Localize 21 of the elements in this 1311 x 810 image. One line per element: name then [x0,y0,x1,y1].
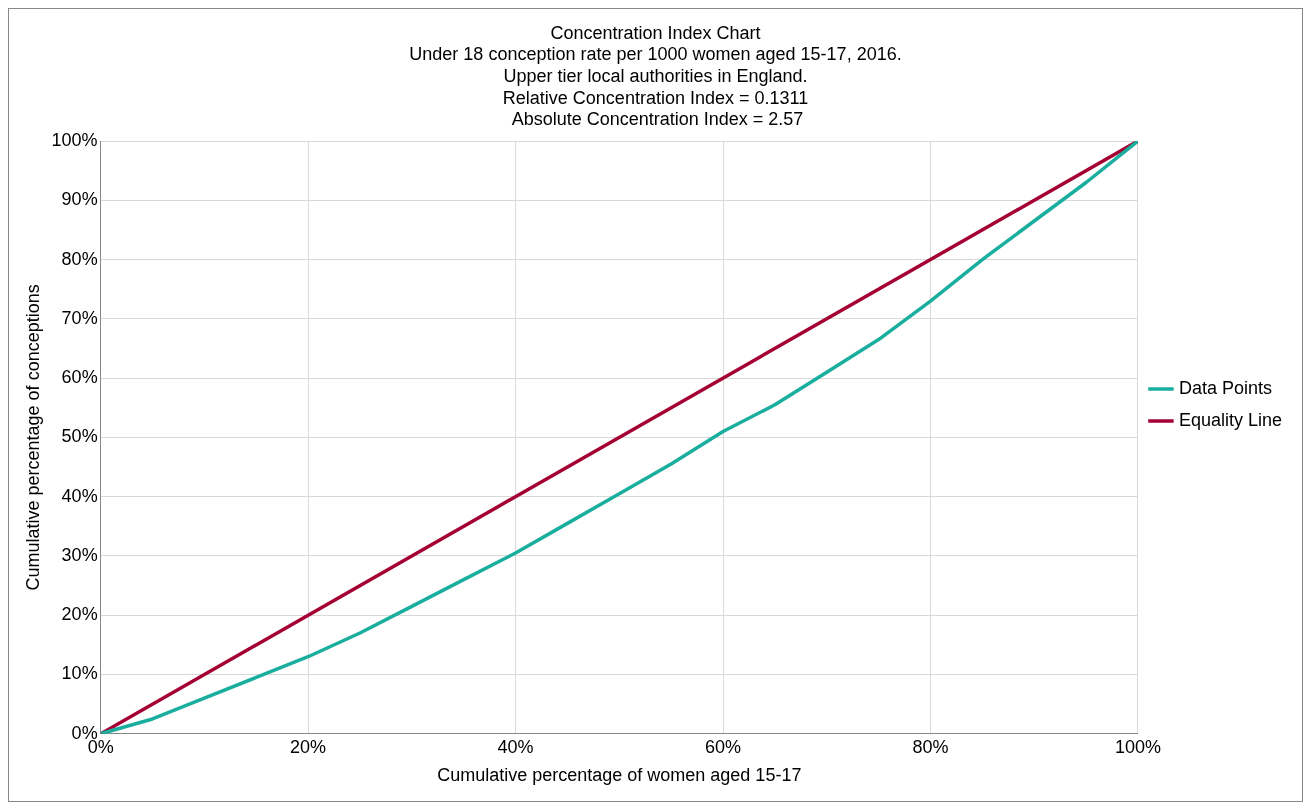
y-tick-label: 60% [61,367,98,388]
x-tick-label: 20% [290,736,327,757]
chart-title: Concentration Index Chart [550,22,761,43]
y-tick-label: 100% [51,129,98,150]
y-tick-label: 80% [61,248,98,269]
x-tick-label: 40% [497,736,534,757]
x-tick-label: 60% [705,736,742,757]
x-axis-title: Cumulative percentage of women aged 15-17 [437,765,802,786]
x-tick-label: 80% [912,736,949,757]
x-tick-label: 100% [1114,736,1161,757]
y-tick-label: 40% [61,485,98,506]
legend-label: Data Points [1178,377,1272,398]
legend-label: Equality Line [1178,409,1283,430]
y-tick-label: 50% [61,426,98,447]
y-tick-label: 20% [61,604,98,625]
y-tick-label: 70% [61,307,98,328]
y-axis-title: Cumulative percentage of conceptions [22,284,43,591]
y-tick-label: 10% [61,663,98,684]
y-tick-label: 90% [61,189,98,210]
chart-subtitle: Under 18 conception rate per 1000 women aged 15-17, 2016. Upper tier local authorities in England. Relative Concentration Index = 0.1311 Absolute Concentration Index = 2.57 [409,44,902,130]
y-tick-label: 30% [61,544,98,565]
